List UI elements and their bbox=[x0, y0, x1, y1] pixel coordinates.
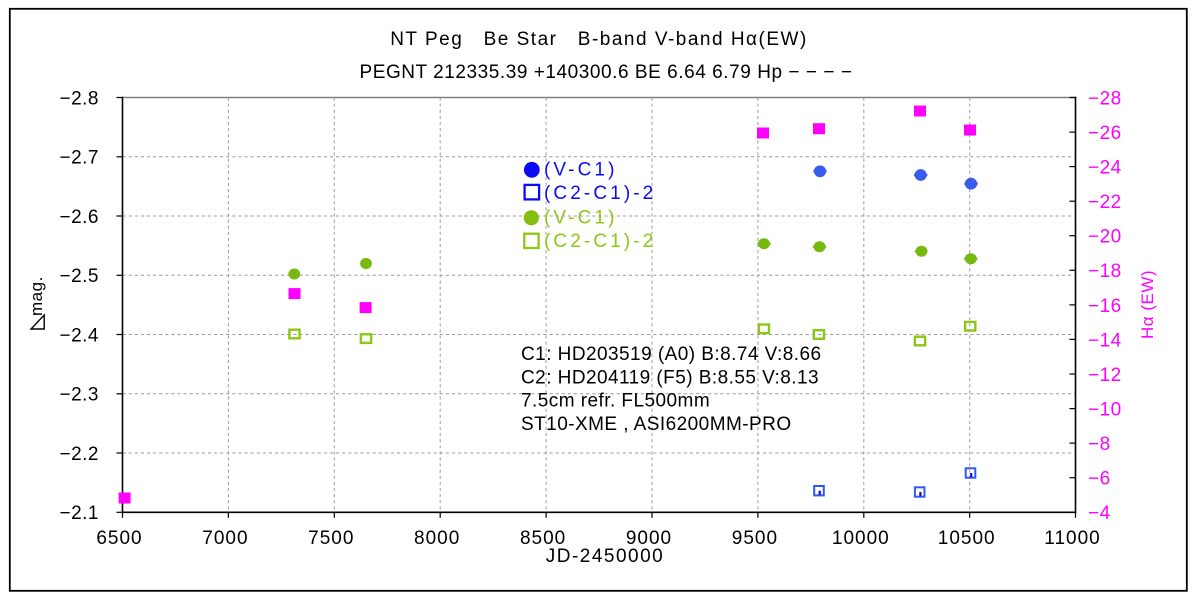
svg-text:−28: −28 bbox=[1088, 88, 1122, 109]
svg-text:−16: −16 bbox=[1088, 296, 1122, 317]
svg-text:−18: −18 bbox=[1088, 261, 1122, 282]
svg-text:−24: −24 bbox=[1088, 158, 1122, 179]
svg-text:11000: 11000 bbox=[1044, 528, 1100, 549]
svg-text:−20: −20 bbox=[1088, 227, 1122, 248]
svg-text:(V-C1): (V-C1) bbox=[544, 159, 618, 180]
svg-text:(V-C1): (V-C1) bbox=[544, 207, 618, 228]
svg-text:−26: −26 bbox=[1088, 123, 1122, 144]
svg-text:7.5cm refr. FL500mm: 7.5cm refr. FL500mm bbox=[521, 391, 710, 412]
svg-text:(C2-C1)-2: (C2-C1)-2 bbox=[544, 183, 656, 204]
svg-text:7000: 7000 bbox=[202, 528, 248, 549]
svg-text:10500: 10500 bbox=[938, 528, 996, 549]
svg-text:−2.7: −2.7 bbox=[59, 148, 99, 169]
svg-text:−14: −14 bbox=[1088, 330, 1122, 351]
svg-text:C1: HD203519 (A0) B:8.74 V:8.6: C1: HD203519 (A0) B:8.74 V:8.66 bbox=[521, 344, 822, 365]
svg-text:mag.: mag. bbox=[27, 276, 46, 316]
svg-text:JD-2450000: JD-2450000 bbox=[546, 546, 665, 567]
svg-text:NT Peg Be Star B-band V-ba: NT Peg Be Star B-band V-band Hα(EW) bbox=[390, 29, 808, 50]
svg-text:8500: 8500 bbox=[520, 528, 566, 549]
svg-text:−2.5: −2.5 bbox=[59, 266, 99, 287]
svg-text:−2.2: −2.2 bbox=[59, 444, 99, 465]
svg-text:C2: HD204119 (F5) B:8.55 V:8.1: C2: HD204119 (F5) B:8.55 V:8.13 bbox=[521, 367, 819, 388]
svg-text:−2.6: −2.6 bbox=[59, 207, 99, 228]
svg-text:−2.8: −2.8 bbox=[59, 88, 99, 109]
svg-text:−22: −22 bbox=[1088, 192, 1122, 213]
svg-text:−8: −8 bbox=[1088, 434, 1111, 455]
svg-text:9000: 9000 bbox=[626, 528, 672, 549]
svg-text:−6: −6 bbox=[1088, 469, 1111, 490]
svg-text:ST10-XME , ASI6200MM-PRO: ST10-XME , ASI6200MM-PRO bbox=[521, 414, 792, 435]
svg-text:10000: 10000 bbox=[832, 528, 890, 549]
svg-text:(C2-C1)-2: (C2-C1)-2 bbox=[544, 231, 656, 252]
svg-text:6500: 6500 bbox=[96, 528, 142, 549]
svg-text:−2.4: −2.4 bbox=[59, 325, 99, 346]
svg-text:PEGNT 212335.39 +140300.6 BE 6: PEGNT 212335.39 +140300.6 BE 6.64 6.79 H… bbox=[360, 62, 853, 83]
svg-text:−4: −4 bbox=[1088, 503, 1111, 524]
svg-text:−10: −10 bbox=[1088, 400, 1122, 421]
svg-text:8000: 8000 bbox=[414, 528, 460, 549]
svg-text:9500: 9500 bbox=[732, 528, 778, 549]
svg-text:7500: 7500 bbox=[308, 528, 354, 549]
svg-text:Hα (EW): Hα (EW) bbox=[1138, 270, 1157, 339]
svg-text:−2.1: −2.1 bbox=[59, 503, 99, 524]
svg-text:−2.3: −2.3 bbox=[59, 385, 99, 406]
svg-text:−12: −12 bbox=[1088, 365, 1122, 386]
